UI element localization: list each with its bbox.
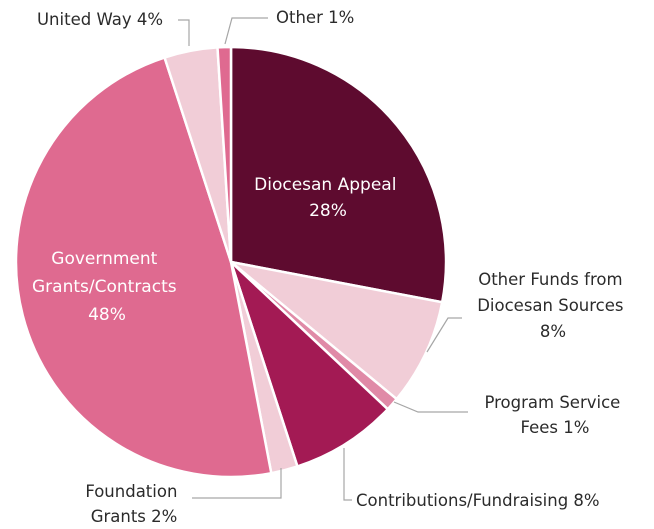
slice-other-funds (229, 260, 444, 401)
leader-program-service (393, 401, 468, 413)
label-diocesan-appeal: Diocesan Appeal 28% (254, 175, 402, 221)
slice-diocesan-appeal (229, 45, 448, 304)
label-program-service: Program Service Fees 1% (484, 393, 625, 437)
label-government-line-2: Grants/Contracts (32, 277, 177, 297)
label-government: Government Grants/Contracts 48% (32, 249, 182, 325)
leaders-layer (178, 17, 468, 501)
label-united-way: United Way 4% (37, 10, 163, 29)
label-program-service-line-2: Fees 1% (521, 418, 590, 437)
leader-other-funds (426, 317, 462, 353)
label-contributions: Contributions/Fundraising 8% (356, 491, 600, 510)
label-foundation-grants: Foundation Grants 2% (85, 482, 182, 526)
label-other: Other 1% (276, 8, 354, 27)
label-other-funds-line-1: Other Funds from (478, 270, 622, 289)
leader-foundation (192, 468, 282, 499)
label-other-funds-line-2: Diocesan Sources (477, 296, 623, 315)
label-other-funds: Other Funds from Diocesan Sources 8% (477, 270, 629, 341)
label-diocesan-appeal-line-1: Diocesan Appeal (254, 175, 396, 195)
slice-other (216, 45, 233, 264)
label-program-service-line-1: Program Service (484, 393, 620, 412)
slices-layer (14, 45, 448, 479)
label-foundation-line-1: Foundation (85, 482, 177, 501)
label-government-line-3: 48% (88, 305, 126, 325)
leader-united-way (178, 19, 190, 46)
label-government-line-1: Government (51, 249, 157, 269)
leader-other (224, 17, 268, 45)
labels-layer: Diocesan Appeal 28% Other Funds from Dio… (32, 8, 629, 526)
slice-government (14, 56, 273, 479)
label-foundation-line-2: Grants 2% (91, 507, 178, 526)
label-other-funds-line-3: 8% (540, 322, 566, 341)
label-diocesan-appeal-line-2: 28% (309, 201, 347, 221)
slice-contributions (229, 260, 389, 468)
leader-contributions (343, 448, 352, 501)
